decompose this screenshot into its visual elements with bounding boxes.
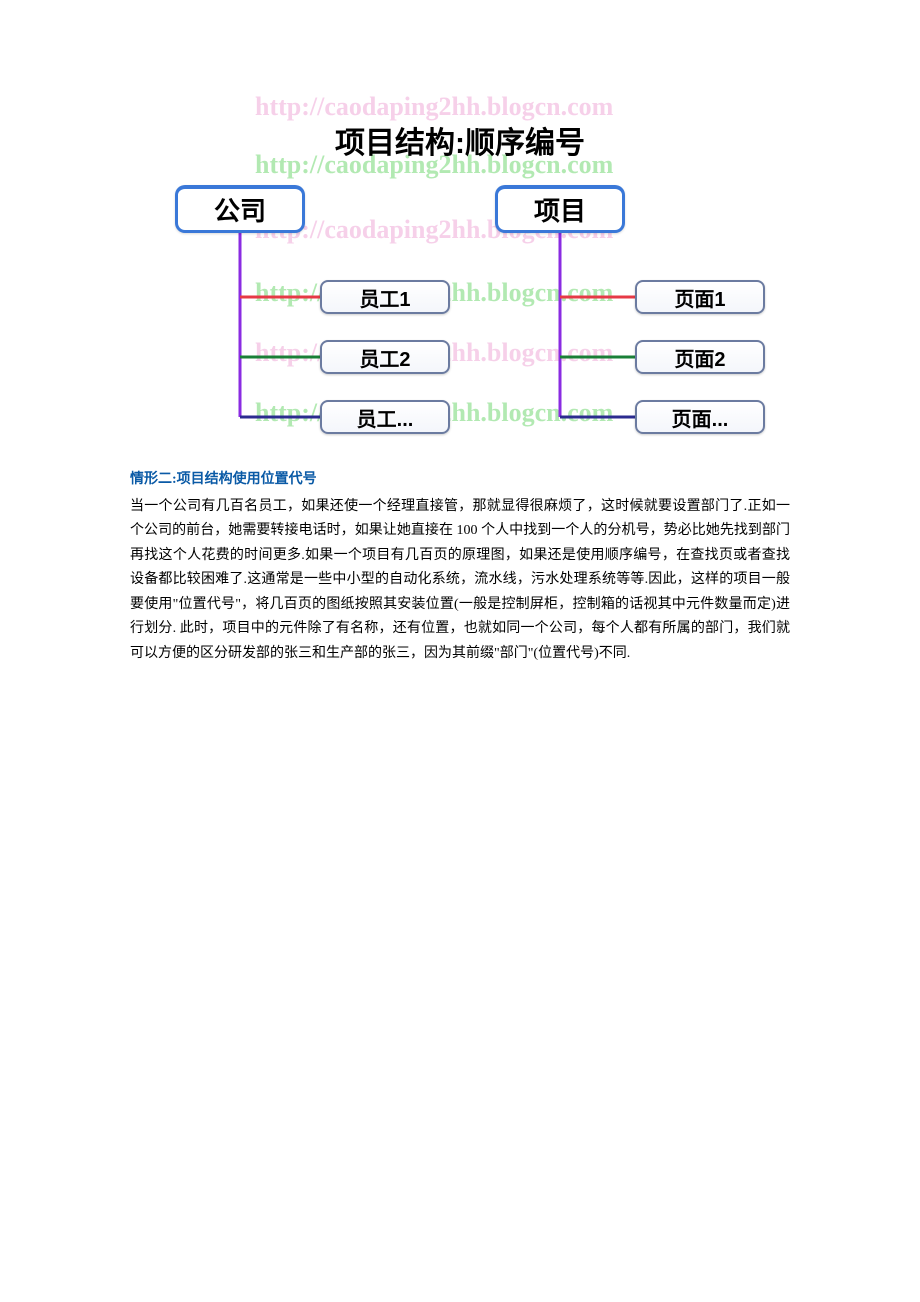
right-child-box: 页面...: [635, 400, 765, 434]
left-root-box: 公司: [175, 185, 305, 233]
right-child-box: 页面2: [635, 340, 765, 374]
page: http://caodaping2hh.blogcn.comhttp://cao…: [0, 100, 920, 726]
left-child-box: 员工2: [320, 340, 450, 374]
text-block: 情形二:项目结构使用位置代号 当一个公司有几百名员工，如果还使一个经理直接管，那…: [130, 468, 790, 666]
right-child-box: 页面1: [635, 280, 765, 314]
body-paragraph: 当一个公司有几百名员工，如果还使一个经理直接管，那就显得很麻烦了，这时候就要设置…: [130, 495, 790, 667]
left-child-box: 员工...: [320, 400, 450, 434]
diagram: http://caodaping2hh.blogcn.comhttp://cao…: [145, 100, 775, 450]
subheading: 情形二:项目结构使用位置代号: [130, 468, 790, 493]
right-root-box: 项目: [495, 185, 625, 233]
diagram-title: 项目结构:顺序编号: [145, 118, 775, 162]
left-child-box: 员工1: [320, 280, 450, 314]
